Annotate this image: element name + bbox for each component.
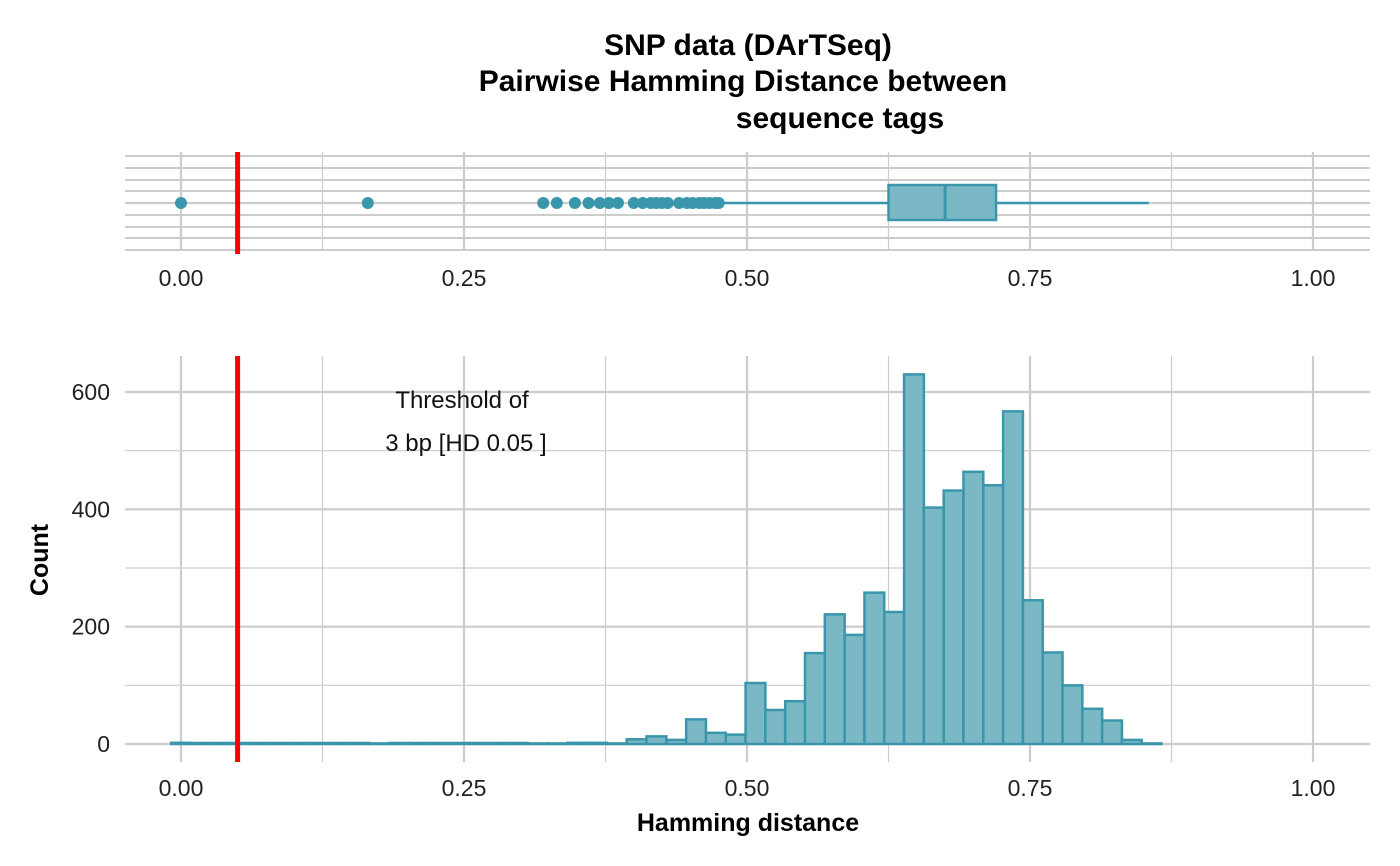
histogram-bar — [704, 731, 728, 746]
histogram-x-tick-label: 1.00 — [1291, 775, 1336, 801]
boxplot-outlier-point — [627, 197, 640, 209]
histogram-x-tick-label: 0.50 — [725, 775, 770, 801]
histogram-bar — [189, 741, 212, 746]
histogram-x-tick-label: 0.75 — [1008, 775, 1053, 801]
boxplot-x-tick-label: 1.00 — [1291, 265, 1336, 291]
boxplot-marks — [175, 152, 1149, 254]
histogram-bar — [328, 741, 351, 746]
boxplot-x-tick-label: 0.25 — [442, 265, 487, 291]
boxplot-x-tick-label: 0.75 — [1008, 265, 1053, 291]
histogram-bar — [229, 741, 252, 746]
histogram-bar — [843, 633, 866, 746]
histogram-bar — [288, 741, 312, 746]
boxplot-x-tick-labels: 0.00 0.25 0.50 0.75 1.00 — [159, 265, 1336, 291]
histogram-bar — [1061, 684, 1084, 746]
boxplot-x-tick-label: 0.00 — [159, 265, 204, 291]
annotation-line-1: Threshold of — [395, 387, 529, 414]
histogram-bar — [902, 373, 926, 746]
histogram-bar — [684, 718, 708, 746]
boxplot-outlier-point — [361, 197, 374, 209]
boxplot-panel: 0.00 0.25 0.50 0.75 1.00 — [125, 152, 1370, 291]
histogram-x-tick-label: 0.25 — [442, 775, 487, 801]
histogram-bar — [883, 610, 906, 746]
boxplot-outlier-point — [602, 197, 615, 209]
boxplot-outlier-point — [582, 197, 595, 209]
title-line-3: sequence tags — [736, 102, 944, 135]
boxplot-outlier-point — [593, 197, 606, 209]
histogram-bar — [1081, 707, 1104, 746]
histogram-bar — [546, 742, 569, 746]
histogram-bar — [605, 742, 628, 746]
threshold-annotation: Threshold of 3 bp [HD 0.05 ] — [385, 387, 546, 457]
histogram-bar — [962, 470, 985, 746]
histogram-bar — [803, 651, 827, 746]
boxplot-outlier-point — [537, 197, 550, 209]
histogram-bar — [764, 708, 787, 746]
histogram-bar — [585, 741, 609, 746]
boxplot-box — [887, 183, 998, 222]
histogram-bar — [724, 733, 747, 746]
histogram-bar — [1100, 719, 1124, 746]
boxplot-gridlines — [125, 152, 1370, 251]
histogram-bar — [1041, 651, 1064, 746]
boxplot-outlier-point — [712, 197, 725, 209]
histogram-bar — [169, 741, 193, 746]
histogram-y-tick-label: 200 — [72, 614, 110, 640]
histogram-bar — [407, 741, 430, 746]
boxplot-outlier-point — [175, 197, 187, 209]
histogram-bar — [863, 591, 886, 746]
histogram-bar — [1001, 410, 1025, 746]
histogram-y-tick-label: 600 — [72, 379, 110, 405]
histogram-bar — [268, 741, 292, 746]
histogram-bar — [526, 742, 549, 746]
histogram-bar — [466, 741, 490, 746]
histogram-y-tick-labels: 0 200 400 600 — [72, 379, 110, 757]
histogram-bar — [823, 613, 846, 746]
histogram-bar — [348, 741, 371, 746]
boxplot-x-tick-label: 0.50 — [725, 265, 770, 291]
histogram-bar — [982, 484, 1005, 746]
boxplot-outlier-point — [661, 197, 674, 209]
histogram-bar — [1021, 599, 1044, 746]
histogram-bar — [625, 738, 648, 746]
histogram-bar — [486, 741, 510, 746]
boxplot-outlier-point — [611, 197, 624, 209]
histogram-x-tick-labels: 0.00 0.25 0.50 0.75 1.00 — [159, 775, 1336, 801]
y-axis-title: Count — [26, 523, 54, 596]
histogram-bar — [209, 741, 232, 746]
histogram-bar — [665, 738, 688, 746]
histogram-bar — [447, 741, 470, 746]
boxplot-outlier-point — [550, 197, 563, 209]
annotation-line-2: 3 bp [HD 0.05 ] — [385, 430, 546, 457]
histogram-bar — [427, 741, 450, 746]
histogram-bar — [783, 699, 807, 746]
histogram-bar — [645, 735, 668, 746]
title-line-1: SNP data (DArTSeq) — [604, 29, 892, 62]
histogram-bar — [1120, 738, 1144, 746]
histogram-y-tick-label: 0 — [97, 731, 110, 757]
boxplot-outlier-point — [568, 197, 581, 209]
histogram-bars — [169, 356, 1163, 762]
histogram-y-tick-label: 400 — [72, 496, 110, 522]
title-line-2: Pairwise Hamming Distance between — [479, 65, 1008, 98]
histogram-panel: 0.00 0.25 0.50 0.75 1.00 0 200 400 600 Threshol… — [26, 356, 1370, 837]
histogram-bar — [387, 741, 411, 746]
chart-title: SNP data (DArTSeq) Pairwise Hamming Dist… — [479, 29, 1008, 135]
histogram-bar — [566, 741, 589, 746]
histogram-x-tick-label: 0.00 — [159, 775, 204, 801]
histogram-bar — [249, 741, 272, 746]
histogram-bar — [308, 741, 331, 746]
x-axis-title: Hamming distance — [637, 809, 859, 837]
histogram-bar — [922, 506, 945, 746]
histogram-bar — [744, 681, 767, 746]
histogram-bar — [1140, 742, 1163, 746]
histogram-bar — [942, 489, 965, 746]
histogram-bar — [367, 742, 391, 746]
histogram-bar — [506, 741, 529, 746]
